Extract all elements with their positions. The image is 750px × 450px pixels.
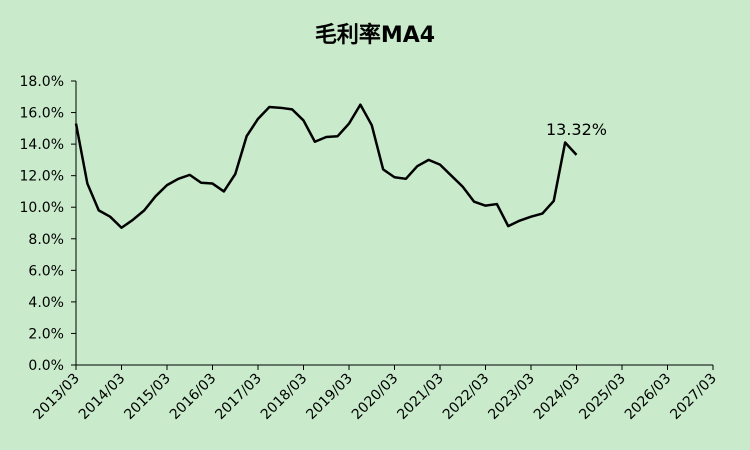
line bbox=[74, 103, 578, 229]
y-tick-label: 8.0% bbox=[28, 232, 64, 248]
y-tick-label: 16.0% bbox=[20, 106, 64, 122]
y-tick-label: 12.0% bbox=[20, 169, 64, 185]
y-tick-label: 10.0% bbox=[20, 200, 64, 216]
data-label: 13.32% bbox=[546, 120, 607, 139]
chart-title: 毛利率MA4 bbox=[315, 22, 435, 48]
y-tick-label: 4.0% bbox=[28, 295, 64, 311]
y-tick-label: 14.0% bbox=[20, 137, 64, 153]
y-tick-label: 18.0% bbox=[20, 74, 64, 90]
y-tick-label: 2.0% bbox=[28, 326, 64, 342]
y-tick-label: 0.0% bbox=[28, 358, 64, 374]
y-tick-label: 6.0% bbox=[28, 263, 64, 279]
